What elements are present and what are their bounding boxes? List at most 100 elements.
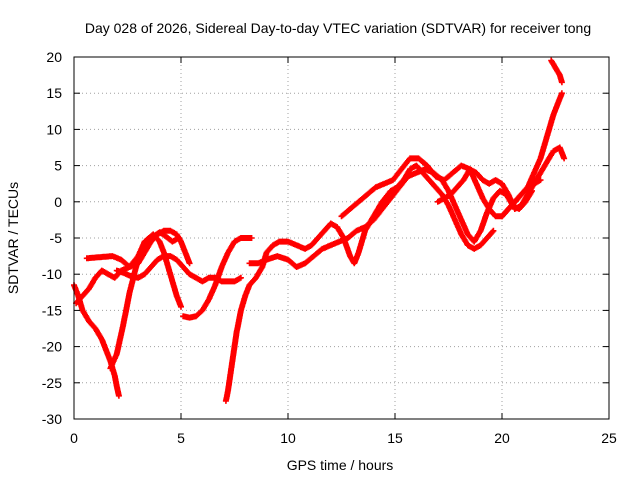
data-point bbox=[415, 164, 418, 167]
data-point bbox=[475, 172, 478, 174]
data-point bbox=[171, 280, 174, 283]
data-point bbox=[330, 244, 332, 246]
data-point bbox=[561, 92, 563, 94]
data-point bbox=[409, 168, 411, 170]
data-point bbox=[563, 157, 565, 160]
data-point bbox=[556, 103, 559, 105]
data-point bbox=[175, 258, 178, 261]
data-point bbox=[171, 240, 174, 243]
data-point bbox=[550, 59, 552, 62]
y-tick-label: -5 bbox=[50, 230, 63, 246]
series-track-l bbox=[548, 57, 565, 86]
data-point bbox=[469, 168, 471, 170]
data-point bbox=[235, 331, 238, 333]
data-point bbox=[158, 240, 161, 243]
data-point bbox=[143, 240, 146, 243]
data-point bbox=[467, 233, 469, 236]
data-point bbox=[304, 262, 306, 265]
data-point bbox=[75, 302, 77, 305]
data-point bbox=[156, 258, 159, 261]
data-point bbox=[426, 164, 428, 167]
data-point bbox=[150, 240, 152, 243]
y-tick-label: 5 bbox=[54, 158, 62, 174]
data-point bbox=[278, 240, 281, 243]
data-point bbox=[167, 266, 169, 268]
x-tick-label: 10 bbox=[280, 430, 296, 446]
y-tick-label: 15 bbox=[46, 85, 62, 101]
data-point bbox=[244, 295, 246, 297]
data-point bbox=[156, 233, 159, 236]
data-point bbox=[116, 269, 118, 272]
data-point bbox=[443, 179, 446, 181]
data-point bbox=[227, 389, 229, 391]
data-point bbox=[552, 114, 555, 116]
x-tick-label: 15 bbox=[387, 430, 403, 446]
data-point bbox=[295, 266, 298, 268]
y-tick-label: -15 bbox=[42, 302, 62, 318]
data-point bbox=[544, 143, 546, 145]
data-point bbox=[120, 258, 122, 261]
data-point bbox=[103, 255, 105, 258]
data-point bbox=[381, 201, 384, 203]
data-point bbox=[460, 233, 463, 236]
data-point bbox=[227, 251, 229, 254]
data-point bbox=[389, 197, 392, 199]
data-point bbox=[533, 172, 535, 174]
y-tick-label: -10 bbox=[42, 266, 62, 282]
data-point bbox=[81, 295, 84, 297]
data-point bbox=[454, 219, 456, 221]
data-point bbox=[409, 157, 411, 160]
data-point bbox=[462, 179, 465, 181]
data-point bbox=[261, 266, 264, 268]
data-point bbox=[407, 175, 409, 178]
data-point bbox=[94, 327, 97, 330]
data-point bbox=[287, 258, 289, 261]
data-point bbox=[118, 395, 120, 397]
chart-title: Day 028 of 2026, Sidereal Day-to-day VTE… bbox=[85, 20, 591, 36]
data-point bbox=[180, 306, 182, 308]
data-point bbox=[539, 157, 542, 160]
data-point bbox=[265, 258, 268, 261]
data-point bbox=[137, 277, 139, 279]
data-point bbox=[338, 240, 341, 243]
data-point bbox=[276, 255, 279, 257]
data-point bbox=[447, 190, 450, 192]
data-point bbox=[561, 81, 563, 84]
data-point bbox=[240, 309, 242, 312]
data-point bbox=[456, 186, 458, 189]
data-point bbox=[441, 193, 443, 196]
data-point bbox=[143, 251, 146, 254]
data-point bbox=[128, 274, 131, 277]
data-point bbox=[163, 230, 165, 232]
data-point bbox=[94, 256, 97, 259]
y-tick-label: 0 bbox=[54, 194, 62, 210]
data-point bbox=[533, 182, 535, 185]
data-point bbox=[514, 201, 516, 203]
data-point bbox=[467, 244, 469, 246]
data-point bbox=[494, 179, 497, 181]
data-point bbox=[552, 150, 555, 152]
data-point bbox=[272, 244, 274, 246]
data-point bbox=[428, 179, 431, 181]
data-point bbox=[182, 315, 184, 318]
data-point bbox=[220, 266, 223, 268]
data-point bbox=[113, 374, 116, 377]
data-point bbox=[321, 248, 324, 250]
data-point bbox=[250, 237, 253, 239]
y-tick-label: 10 bbox=[46, 121, 62, 137]
data-point bbox=[526, 186, 529, 189]
data-point bbox=[347, 237, 349, 239]
data-point bbox=[295, 244, 298, 246]
data-point bbox=[255, 277, 257, 279]
data-point bbox=[473, 240, 476, 243]
data-point bbox=[265, 251, 268, 254]
data-point bbox=[137, 255, 139, 257]
data-point bbox=[486, 237, 488, 239]
data-point bbox=[208, 277, 210, 279]
data-point bbox=[507, 193, 510, 196]
x-tick-label: 0 bbox=[70, 430, 78, 446]
data-point bbox=[460, 164, 463, 167]
data-point bbox=[340, 215, 343, 218]
data-point bbox=[184, 251, 187, 254]
data-point bbox=[195, 315, 197, 318]
